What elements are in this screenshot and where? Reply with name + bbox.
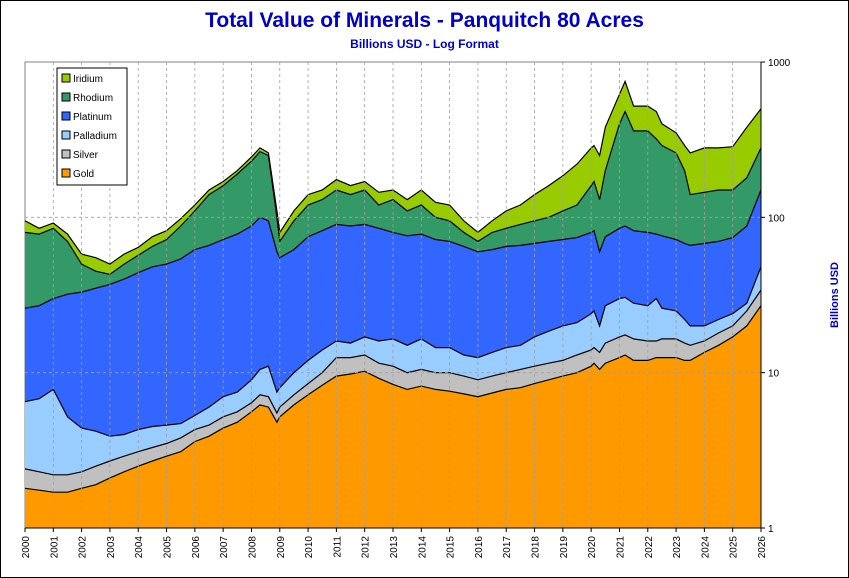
x-tick-label: 2005 [163, 536, 174, 559]
edge-gold [24, 305, 762, 493]
chart-subtitle: Billions USD - Log Format [350, 37, 499, 51]
legend: Iridium Rhodium Platinum Palladium Silver Gol… [56, 67, 128, 186]
x-tick-label: 2018 [531, 536, 542, 559]
x-tick-label: 2011 [332, 536, 343, 558]
y-tick-label: 10 [768, 369, 780, 380]
legend-box [56, 67, 128, 186]
y-tick-label: 1 [768, 524, 774, 535]
edge-iridium [24, 79, 762, 265]
x-tick-label: 2015 [446, 536, 457, 559]
x-tick-label: 2017 [502, 536, 513, 559]
edge-palladium [24, 266, 762, 437]
edge-platinum [24, 189, 762, 309]
y-tick-label: 1000 [768, 58, 791, 69]
x-axis: 2000 2001 2002 2003 2004 2005 2006 2007 2008 2009… [21, 528, 768, 558]
edge-silver [24, 289, 762, 476]
x-tick-label: 2000 [21, 536, 32, 559]
x-tick-label: 2019 [559, 536, 570, 559]
x-tick-label: 2023 [672, 536, 683, 559]
x-tick-label: 2020 [587, 536, 598, 559]
legend-swatch-rhodium [61, 92, 71, 102]
y-tick-label: 100 [768, 213, 785, 224]
y-axis: 1 10 100 1000 [761, 58, 791, 535]
legend-label-silver: Silver [73, 150, 99, 161]
x-tick-label: 2006 [191, 536, 202, 559]
x-tick-label: 2024 [700, 536, 711, 559]
x-tick-label: 2025 [729, 536, 740, 559]
x-tick-label: 2004 [134, 536, 145, 559]
area-layers [24, 79, 762, 529]
legend-label-rhodium: Rhodium [73, 93, 113, 104]
x-tick-label: 2007 [219, 536, 230, 559]
legend-swatch-platinum [61, 111, 71, 121]
y-axis-label: Billions USD [829, 262, 841, 328]
x-tick-label: 2016 [474, 536, 485, 559]
x-tick-label: 2012 [361, 536, 372, 559]
x-tick-label: 2010 [304, 536, 315, 559]
x-tick-label: 2008 [247, 536, 258, 559]
legend-swatch-silver [61, 149, 71, 159]
x-tick-label: 2009 [276, 536, 287, 559]
x-tick-label: 2013 [389, 536, 400, 559]
legend-label-gold: Gold [73, 169, 94, 180]
x-tick-label: 2021 [615, 536, 626, 559]
legend-swatch-iridium [61, 73, 71, 83]
x-tick-label: 2014 [417, 536, 428, 559]
x-tick-label: 2003 [106, 536, 117, 559]
legend-swatch-gold [61, 168, 71, 178]
x-tick-label: 2022 [644, 536, 655, 559]
x-tick-label: 2002 [78, 536, 89, 559]
legend-label-platinum: Platinum [73, 112, 112, 123]
x-tick-label: 2001 [49, 536, 60, 559]
legend-swatch-palladium [61, 130, 71, 140]
legend-label-palladium: Palladium [73, 131, 117, 142]
edge-rhodium [24, 110, 762, 275]
chart-title: Total Value of Minerals - Panquitch 80 A… [205, 9, 644, 32]
x-tick-label: 2026 [757, 536, 768, 559]
legend-label-iridium: Iridium [73, 74, 103, 85]
